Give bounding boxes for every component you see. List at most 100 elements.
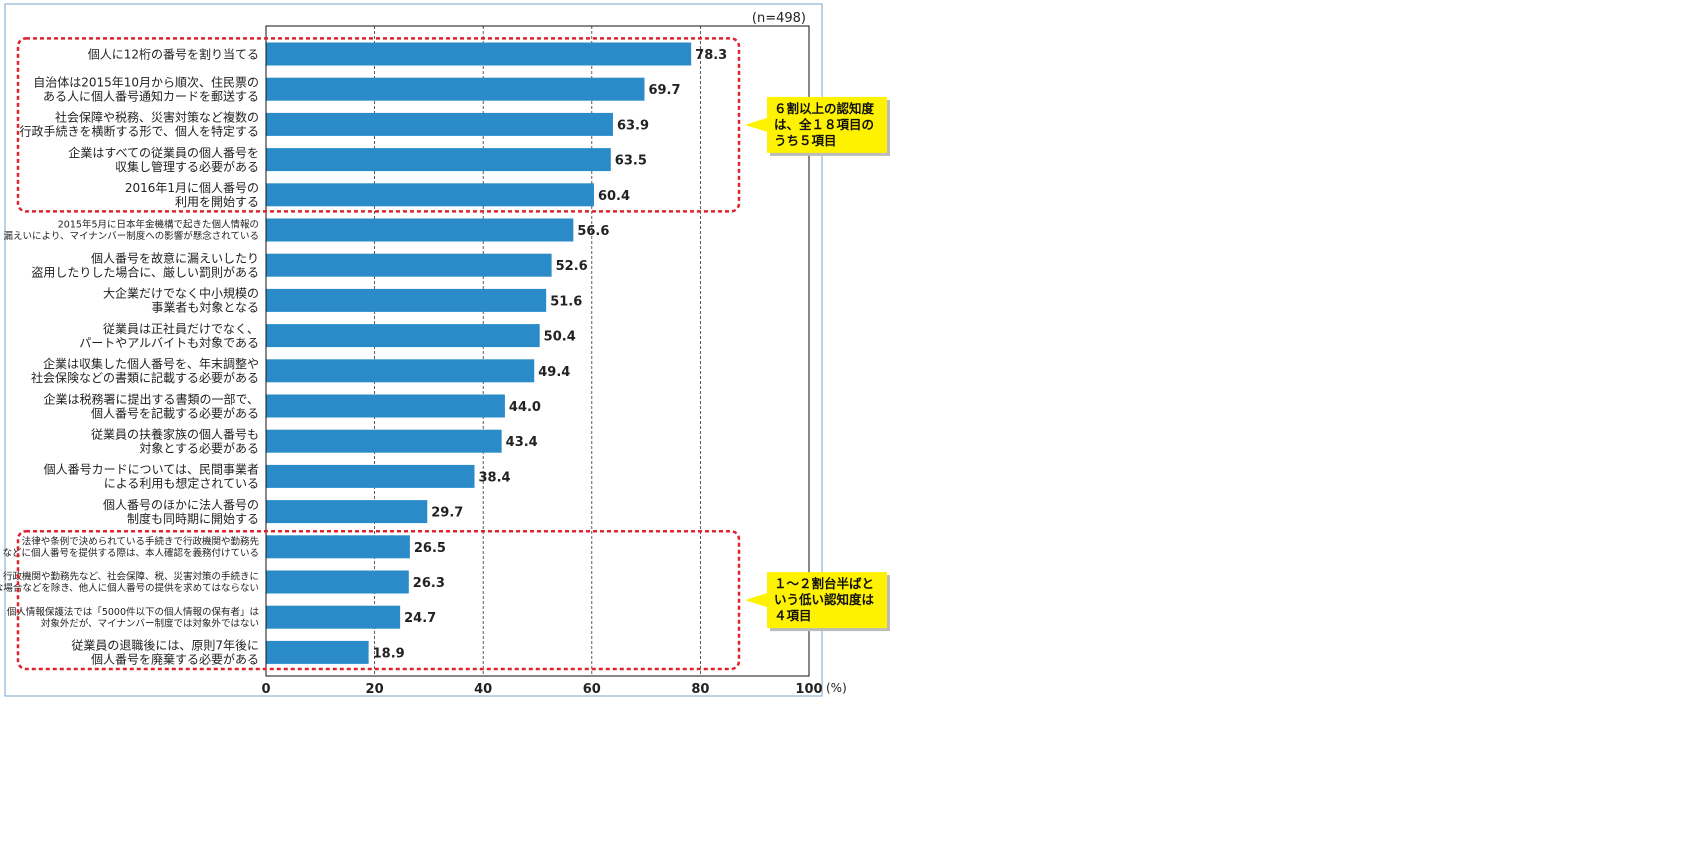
data-label: 63.9: [617, 118, 649, 133]
category-label-line: 法律や条例で決められている手続きで行政機関や勤務先: [22, 535, 260, 547]
x-tick-label: 80: [691, 682, 709, 697]
category-label-line: 個人に12桁の番号を割り当てる: [88, 46, 259, 61]
bar: [266, 394, 505, 418]
category-label-line: 企業は収集した個人番号を、年末調整や: [43, 356, 259, 371]
bar: [266, 253, 552, 277]
callout-box: [767, 572, 887, 629]
bar: [266, 42, 692, 66]
sample-size-note: (n=498): [752, 11, 806, 26]
x-tick-label: 60: [583, 682, 601, 697]
highlight-group-box: [16, 37, 741, 213]
category-label-line: 漏えいにより、マイナンバー制度への影響が懸念されている: [4, 230, 259, 242]
category-label-line: 自治体は2015年10月から順次、住民票の: [33, 76, 259, 90]
outer-frame: [4, 3, 823, 697]
x-tick-label: 20: [366, 682, 384, 697]
bar: [266, 183, 594, 207]
callout-pointer: [745, 593, 767, 608]
data-label: 69.7: [648, 83, 680, 98]
callout-text: １～２割台半ばと: [774, 576, 874, 591]
category-label-line: 従業員の扶養家族の個人番号も: [91, 427, 259, 442]
data-label: 18.9: [373, 646, 405, 661]
data-label: 50.4: [544, 330, 576, 345]
category-label-line: 社会保障や税務、災害対策など複数の: [55, 110, 259, 125]
category-label-line: 企業はすべての従業員の個人番号を: [68, 145, 259, 160]
category-label-line: 個人番号カードについては、民間事業者: [44, 463, 259, 477]
category-label-line: 企業は税務署に提出する書類の一部で、: [43, 391, 259, 406]
data-label: 29.7: [431, 506, 463, 521]
bar: [266, 148, 611, 172]
bar: [266, 535, 410, 559]
callout-text: いう低い認知度は: [774, 592, 875, 607]
data-label: 52.6: [556, 259, 588, 274]
callout-text: は、全１８項目の: [774, 117, 874, 132]
x-tick-label: 0: [261, 682, 270, 697]
category-label-line: 必要な場合などを除き、他人に個人番号の提供を求めてはならない: [0, 582, 259, 594]
data-label: 44.0: [509, 400, 541, 415]
data-label: 26.5: [414, 541, 446, 556]
bar: [266, 640, 369, 664]
category-label: 企業は税務署に提出する書類の一部で、個人番号を記載する必要がある: [43, 391, 259, 420]
unit-label: (%): [826, 681, 847, 695]
category-label-line: などに個人番号を提供する際は、本人確認を義務付けている: [2, 547, 259, 559]
data-label: 43.4: [506, 435, 538, 450]
callout-text: ４項目: [774, 608, 812, 623]
data-label: 51.6: [550, 294, 582, 309]
category-label-line: による利用も想定されている: [104, 476, 259, 491]
category-labels: 個人に12桁の番号を割り当てる自治体は2015年10月から順次、住民票のある人に…: [0, 46, 259, 666]
bar: [266, 112, 613, 136]
bar: [266, 570, 409, 594]
x-axis-ticks: 0 20 40 60 80 100: [261, 682, 822, 697]
callout-pointer: [745, 117, 767, 132]
bar: [266, 464, 475, 488]
callout-text: うち５項目: [774, 133, 837, 148]
x-tick-label: 40: [474, 682, 492, 697]
category-label-line: パートやアルバイトも対象である: [79, 336, 259, 350]
data-label: 49.4: [538, 365, 570, 380]
callout-text: ６割以上の認知度: [774, 101, 875, 116]
category-label: 従業員は正社員だけでなく、パートやアルバイトも対象である: [79, 321, 259, 350]
category-label-line: 利用を開始する: [175, 195, 259, 209]
plot-area-frame: [265, 25, 810, 677]
data-label: 78.3: [695, 48, 727, 63]
category-label-line: 個人番号を記載する必要がある: [91, 405, 259, 420]
x-tick-label: 100: [795, 682, 822, 697]
category-label-line: 対象とする必要がある: [139, 441, 259, 456]
category-label-line: 個人番号を廃棄する必要がある: [91, 652, 259, 667]
data-label: 24.7: [404, 611, 436, 626]
category-label-line: 行政手続きを横断する形で、個人を特定する: [19, 124, 259, 139]
category-label-line: 個人番号のほかに法人番号の: [103, 498, 259, 512]
bar: [266, 500, 428, 524]
category-label: 個人に12桁の番号を割り当てる: [88, 46, 259, 61]
category-label-line: 盗用したりした場合に、厳しい罰則がある: [31, 265, 259, 280]
bar: [266, 605, 401, 629]
grid-layer: [374, 26, 701, 676]
data-label: 60.4: [598, 189, 630, 204]
bar: [266, 324, 540, 348]
category-label-line: 個人情報保護法では「5000件以下の個人情報の保有者」は: [7, 606, 260, 618]
category-label: 法律や条例で決められている手続きで行政機関や勤務先などに個人番号を提供する際は、…: [2, 535, 259, 559]
category-label-line: 収集し管理する必要がある: [115, 159, 259, 174]
callout-box: [767, 96, 887, 153]
bar: [266, 218, 574, 242]
category-label-line: 個人番号を故意に漏えいしたり: [91, 251, 259, 266]
data-label: 38.4: [479, 470, 511, 485]
bars-layer: 78.3 69.7 63.9 63.5 60.4 56.6 52.6 51.6 50.4 49.4…: [266, 42, 727, 664]
category-label-line: 2016年1月に個人番号の: [125, 181, 259, 195]
category-label-line: 大企業だけでなく中小規模の: [103, 286, 259, 301]
category-label-line: 制度も同時期に開始する: [127, 511, 259, 526]
data-label: 56.6: [577, 224, 609, 239]
category-label: 2015年5月に日本年金機構で起きた個人情報の漏えいにより、マイナンバー制度への…: [4, 219, 259, 243]
category-label-line: 2015年5月に日本年金機構で起きた個人情報の: [58, 219, 259, 231]
category-label: 個人情報保護法では「5000件以下の個人情報の保有者」は対象外だが、マイナンバー…: [7, 606, 260, 630]
